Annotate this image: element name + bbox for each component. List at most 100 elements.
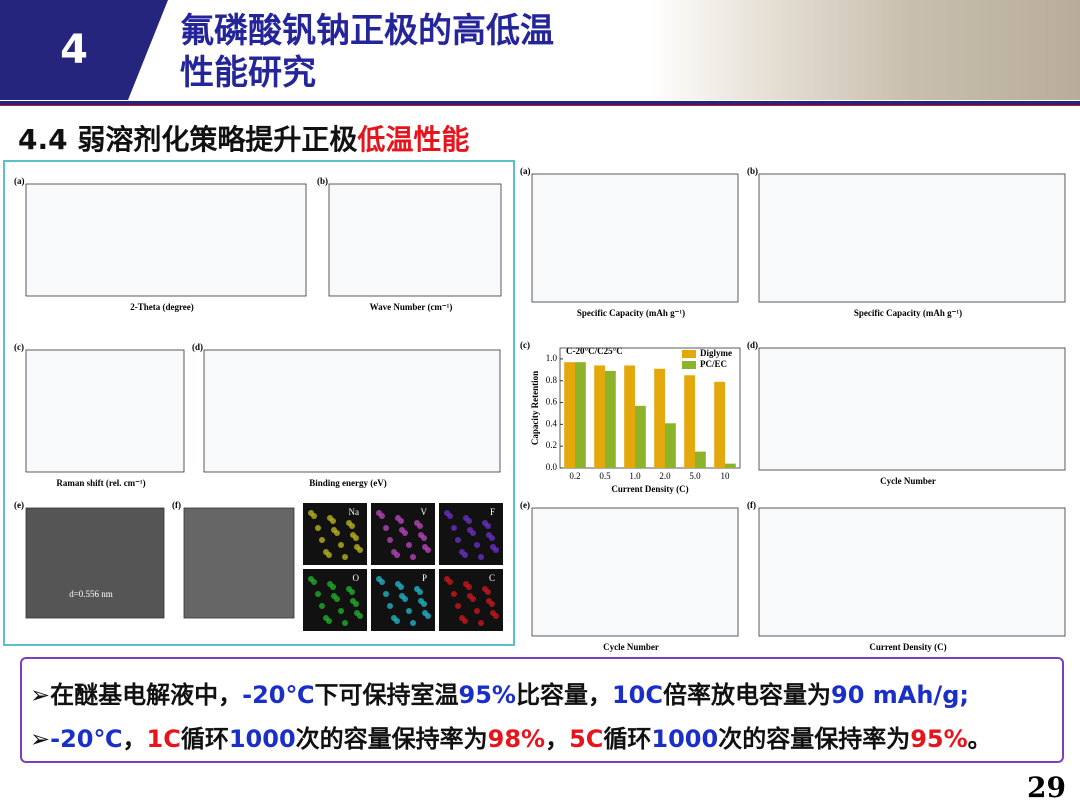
map-dot (402, 530, 408, 536)
panel-label: (e) (520, 500, 530, 510)
panel-label: (d) (192, 342, 203, 352)
slide-title: 氟磷酸钒钠正极的高低温 性能研究 (180, 10, 554, 94)
text-run: -20℃ (50, 725, 123, 753)
map-dot (357, 547, 363, 553)
map-dot (383, 525, 389, 531)
x-tick-label: 10 (721, 471, 731, 481)
panel (531, 507, 739, 637)
panel-label: (a) (14, 176, 25, 186)
map-dot (319, 603, 325, 609)
map-dot (383, 591, 389, 597)
map-dot (478, 554, 484, 560)
map-dot (489, 601, 495, 607)
title-line: 性能研究 (180, 53, 316, 93)
panel (183, 507, 295, 619)
axis-label: Cycle Number (603, 642, 659, 652)
axis-label: Raman shift (rel. cm⁻¹) (56, 478, 145, 488)
map-dot (315, 591, 321, 597)
axis-label: Specific Capacity (mAh g⁻¹) (854, 308, 962, 318)
panel (758, 347, 1066, 471)
map-dot (402, 596, 408, 602)
bullet: ➢在醚基电解液中，-20℃下可保持室温95%比容量，10C倍率放电容量为90 m… (30, 673, 1062, 717)
y-tick-label: 0.4 (546, 418, 558, 428)
map-dot (493, 613, 499, 619)
map-dot (485, 523, 491, 529)
bar (684, 375, 695, 468)
map-dot (451, 525, 457, 531)
map-dot (394, 552, 400, 558)
panel-label: (f) (172, 500, 181, 510)
map-dot (330, 518, 336, 524)
map-dot (410, 620, 416, 626)
text-run: 循环 (603, 725, 652, 753)
panel-label: (f) (747, 500, 756, 510)
text-run: ， (545, 725, 570, 753)
figure-frame (3, 160, 515, 646)
bar (605, 370, 616, 468)
text-run: 4.4 弱溶剂化策略提升正极 (18, 123, 358, 156)
axis-label: Binding energy (eV) (309, 478, 387, 488)
panel-label: (c) (520, 340, 530, 350)
legend-label: Diglyme (700, 348, 732, 358)
bar (725, 463, 736, 468)
panel (203, 349, 501, 473)
map-dot (466, 518, 472, 524)
element-label: C (489, 573, 495, 583)
map-dot (342, 620, 348, 626)
bar (594, 365, 605, 468)
map-dot (394, 618, 400, 624)
text-run: ➢ (30, 725, 51, 753)
y-tick-label: 0.6 (546, 397, 558, 407)
bar (654, 368, 665, 468)
map-dot (387, 603, 393, 609)
map-dot (330, 584, 336, 590)
map-dot (417, 523, 423, 529)
summary-box: ➢在醚基电解液中，-20℃下可保持室温95%比容量，10C倍率放电容量为90 m… (20, 657, 1064, 763)
map-dot (474, 608, 480, 614)
bullet: ➢-20℃，1C循环1000次的容量保持率为98%，5C循环1000次的容量保持… (30, 717, 1062, 761)
map-dot (379, 579, 385, 585)
map-dot (474, 542, 480, 548)
text-run: 1000 (651, 725, 719, 753)
map-dot (410, 554, 416, 560)
x-tick-label: 5.0 (689, 471, 701, 481)
subtitle: 4.4 弱溶剂化策略提升正极低温性能 (18, 118, 469, 158)
map-dot (334, 530, 340, 536)
text-run: 低温性能 (357, 123, 470, 156)
panel-label: (c) (14, 342, 24, 352)
panel (25, 183, 307, 297)
map-dot (421, 535, 427, 541)
header-rule (0, 101, 1080, 106)
panel-label: (e) (14, 500, 24, 510)
element-label: V (421, 507, 428, 517)
map-dot (447, 579, 453, 585)
map-dot (485, 589, 491, 595)
panel (25, 349, 185, 473)
axis-label: 2-Theta (degree) (130, 302, 194, 312)
map-dot (353, 535, 359, 541)
map-dot (326, 552, 332, 558)
map-dot (353, 601, 359, 607)
text-run: 循环 (180, 725, 229, 753)
legend-label: PC/EC (700, 359, 727, 369)
element-label: Na (349, 507, 360, 517)
panel (531, 173, 739, 303)
panel (758, 173, 1066, 303)
map-dot (425, 547, 431, 553)
x-tick-label: 1.0 (629, 471, 641, 481)
map-dot (470, 596, 476, 602)
y-tick-label: 0.2 (546, 440, 557, 450)
panel (758, 507, 1066, 637)
legend-swatch (682, 361, 696, 369)
map-dot (349, 523, 355, 529)
map-dot (470, 530, 476, 536)
panel-note: d=0.556 nm (69, 589, 113, 599)
legend-swatch (682, 350, 696, 358)
map-dot (398, 584, 404, 590)
text-run: 90 mAh/g; (831, 681, 969, 709)
bar (564, 362, 575, 468)
map-dot (466, 584, 472, 590)
bar (624, 365, 635, 468)
text-run: 95% (910, 725, 968, 753)
